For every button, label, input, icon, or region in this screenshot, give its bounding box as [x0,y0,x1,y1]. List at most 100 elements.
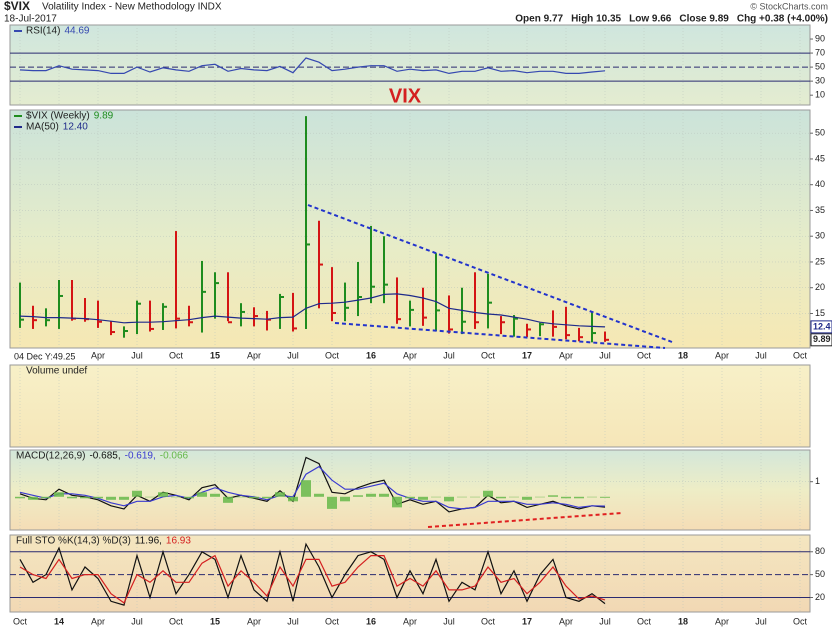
x-tick-label: 16 [366,350,376,360]
x-tick-label: Apr [247,616,261,626]
hist-bar [210,493,220,497]
hist-bar [171,496,181,498]
header-stat: Low 9.66 [629,14,672,25]
x-tick-label: Oct [169,616,184,626]
x-tick-label: Oct [169,350,184,360]
y-tick-label: 50 [815,569,825,579]
header-stat: High 10.35 [571,14,621,25]
x-tick-label: Jul [131,616,143,626]
y-tick-label: 40 [815,179,825,189]
x-tick-label: Oct [637,350,652,360]
x-tick-label: Oct [325,616,340,626]
hist-bar [444,496,454,502]
x-tick-label: Oct [13,616,28,626]
y-tick-label: 10 [815,90,825,100]
y-tick-label: 20 [815,282,825,292]
hist-bar [405,496,415,499]
legend-value: -0.619, [125,451,156,462]
hist-bar [457,496,467,498]
y-tick-label: 35 [815,205,825,215]
series-line [19,57,606,75]
x-tick-label: Apr [403,616,417,626]
y-tick-label: 25 [815,256,825,266]
hist-bar [301,480,311,497]
header-stat: Close 9.89 [679,14,729,25]
hist-bar [67,496,77,499]
y-tick-label: 20 [815,592,825,602]
hist-bar [327,496,337,509]
value-box [810,320,832,334]
x-tick-label: Apr [91,616,105,626]
x-tick-label: Oct [481,350,496,360]
hist-bar [509,496,519,498]
hist-bar [522,496,532,500]
legend-value: 12.40 [63,122,88,133]
hist-bar [314,493,324,497]
annotation: VIX [389,85,422,107]
series-line [19,293,606,328]
legend-value: 16.93 [166,536,191,547]
value-box [810,333,832,347]
hist-bar [561,496,571,499]
legend-name: MA(50) [26,122,59,133]
marks: Oct 14 Apr Apr Jul Jul Oct Oct 15 15 Apr Apr Jul Jul O… [10,25,832,626]
legend-value: 44.69 [64,26,89,37]
hist-bar [275,492,285,497]
y-tick-label: 50 [815,128,825,138]
hist-bar [145,496,155,498]
hist-bar [184,496,194,499]
x-tick-label: Apr [559,350,573,360]
hist-bar [41,496,51,499]
y-tick-label: 80 [815,546,825,556]
x-tick-label: Oct [793,616,808,626]
hist-bar [249,496,259,499]
x-tick-label: Apr [559,616,573,626]
y-tick-label: 45 [815,153,825,163]
value-box-label: 12.4 [813,321,831,331]
x-tick-label: 17 [522,350,532,360]
series-line [19,465,606,510]
lower-trendline [334,322,666,349]
hist-bar [353,495,363,497]
x-tick-label: Jul [599,616,611,626]
hist-bar [158,492,168,497]
legend-value: -0.066 [160,451,189,462]
y-tick-label: 90 [815,33,825,43]
x-tick-label: Oct [325,350,340,360]
x-tick-label: Apr [91,350,105,360]
y-tick-label: 30 [815,76,825,86]
value-box-label: 9.89 [813,334,831,344]
credit: © StockCharts.com [750,1,828,11]
series-line [19,456,606,513]
macd-trendline [427,512,623,528]
x-tick-label: 16 [366,616,376,626]
symbol: $VIX [4,0,30,13]
hist-bar [548,495,558,497]
y-tick-label: 15 [815,308,825,318]
hist-bar [15,496,25,499]
hist-bar [93,496,103,499]
hist-bar [600,496,610,498]
legend-value: 11.96, [135,536,162,547]
legend-name: $VIX (Weekly) [26,111,90,122]
x-tick-label: Jul [443,350,455,360]
x-tick-label: Oct [481,616,496,626]
date: 18-Jul-2017 [4,14,57,25]
hist-bar [340,496,350,502]
legend-name: RSI(14) [26,26,60,37]
x-tick-label: Oct [637,616,652,626]
y-tick-label: 1 [815,476,820,486]
hist-bar [587,496,597,498]
hist-bar [132,490,142,497]
hist-bar [262,496,272,499]
x-tick-label: 18 [678,350,688,360]
x-tick-label: 15 [210,350,220,360]
hist-bar [379,493,389,497]
y-tick-label: 70 [815,47,825,57]
header-stat: Open 9.77 [515,14,563,25]
x-tick-label: Apr [715,350,729,360]
crosshair: 04 Dec Y:49.25 [14,351,75,361]
hist-bar [288,496,298,502]
hist-bar [470,496,480,498]
